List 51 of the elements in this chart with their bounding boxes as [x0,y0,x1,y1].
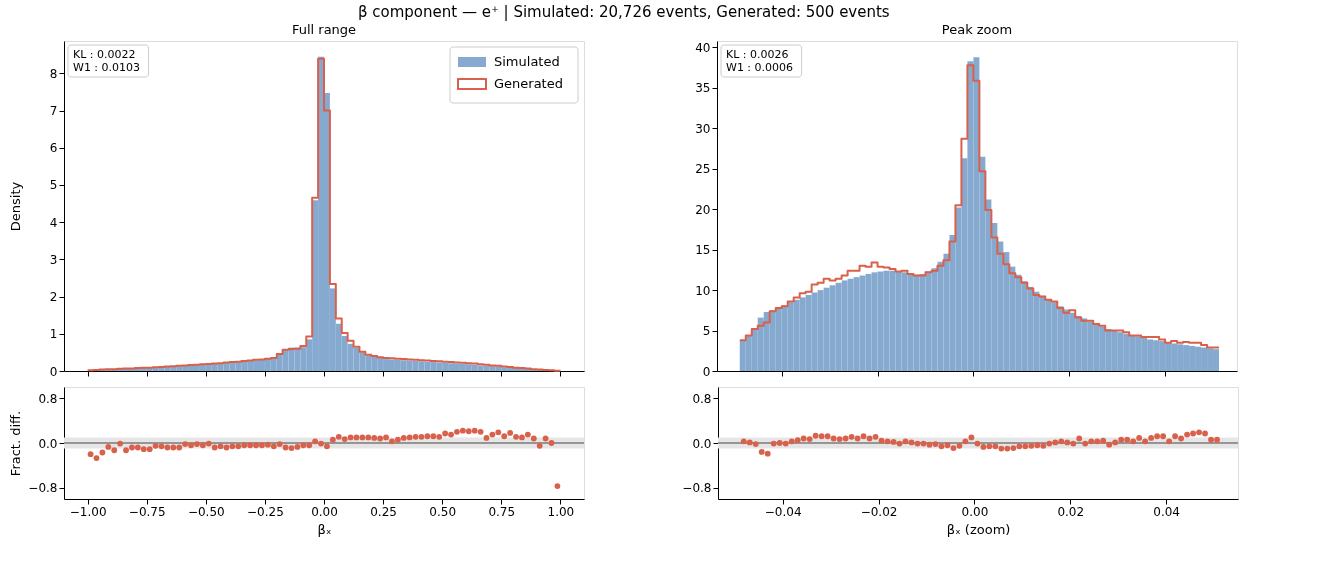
y-tick-label: 7 [49,104,58,119]
x-tick-label: −0.25 [247,504,284,519]
y-axis-title: Density [7,181,23,232]
x-tick-label: 1.00 [547,504,575,519]
x-tick-label: −1.00 [69,504,107,519]
y-tick-label: 40 [695,40,711,55]
x-tick-label: 0.00 [311,504,338,519]
y-tick-label: 0.8 [38,391,58,406]
annotation: W1 : 0.0006 [726,61,794,74]
legend-label: Generated [494,76,563,91]
y-tick-label: 1 [49,327,58,342]
x-tick-label: −0.75 [128,504,166,519]
annotation: KL : 0.0026 [726,48,789,61]
annotation: KL : 0.0022 [73,48,136,61]
y-tick-label: 3 [49,252,58,267]
x-tick-label: 0.02 [1057,504,1085,519]
x-tick-label: −0.02 [860,504,898,519]
y-tick-label: 8 [49,66,58,81]
y-tick-label: 25 [695,162,711,177]
y-tick-label: 5 [49,178,58,193]
y-tick-label: 0.8 [692,391,712,406]
x-tick-label: 0.00 [961,504,989,519]
y-tick-label: 0.0 [692,436,712,451]
x-tick-label: 0.50 [429,504,457,519]
x-tick-label: −0.04 [764,504,802,519]
y-tick-label: 2 [49,290,58,305]
y-tick-label: 0 [702,364,711,379]
text: β component — e⁺ | Simulated: 20,726 events, Generated: 500 events [357,2,890,21]
x-tick-label: −0.50 [187,504,225,519]
legend-label: Simulated [494,54,560,69]
x-tick-label: 0.25 [370,504,397,519]
y-tick-label: 5 [702,324,711,339]
y-tick-label: 30 [695,121,711,136]
y-axis-title: Fract. diff. [7,410,23,477]
chart-subtitle: Peak zoom [941,22,1013,37]
x-tick-label: 0.04 [1153,504,1180,519]
annotation: W1 : 0.0103 [73,61,141,74]
y-tick-label: 0.0 [38,436,58,451]
chart-subtitle: Full range [291,22,357,37]
x-tick-label: 0.75 [488,504,516,519]
y-tick-label: −0.8 [682,481,712,496]
x-axis-title: βₓ [317,521,332,537]
y-tick-label: 6 [49,141,58,156]
y-tick-label: 15 [695,243,711,258]
y-tick-label: 20 [695,202,711,217]
x-axis-title: βₓ (zoom) [946,521,1011,537]
y-tick-label: −0.8 [28,481,58,496]
y-tick-label: 0 [49,364,58,379]
y-tick-label: 35 [695,81,711,96]
y-tick-label: 4 [49,215,58,230]
y-tick-label: 10 [695,283,711,298]
